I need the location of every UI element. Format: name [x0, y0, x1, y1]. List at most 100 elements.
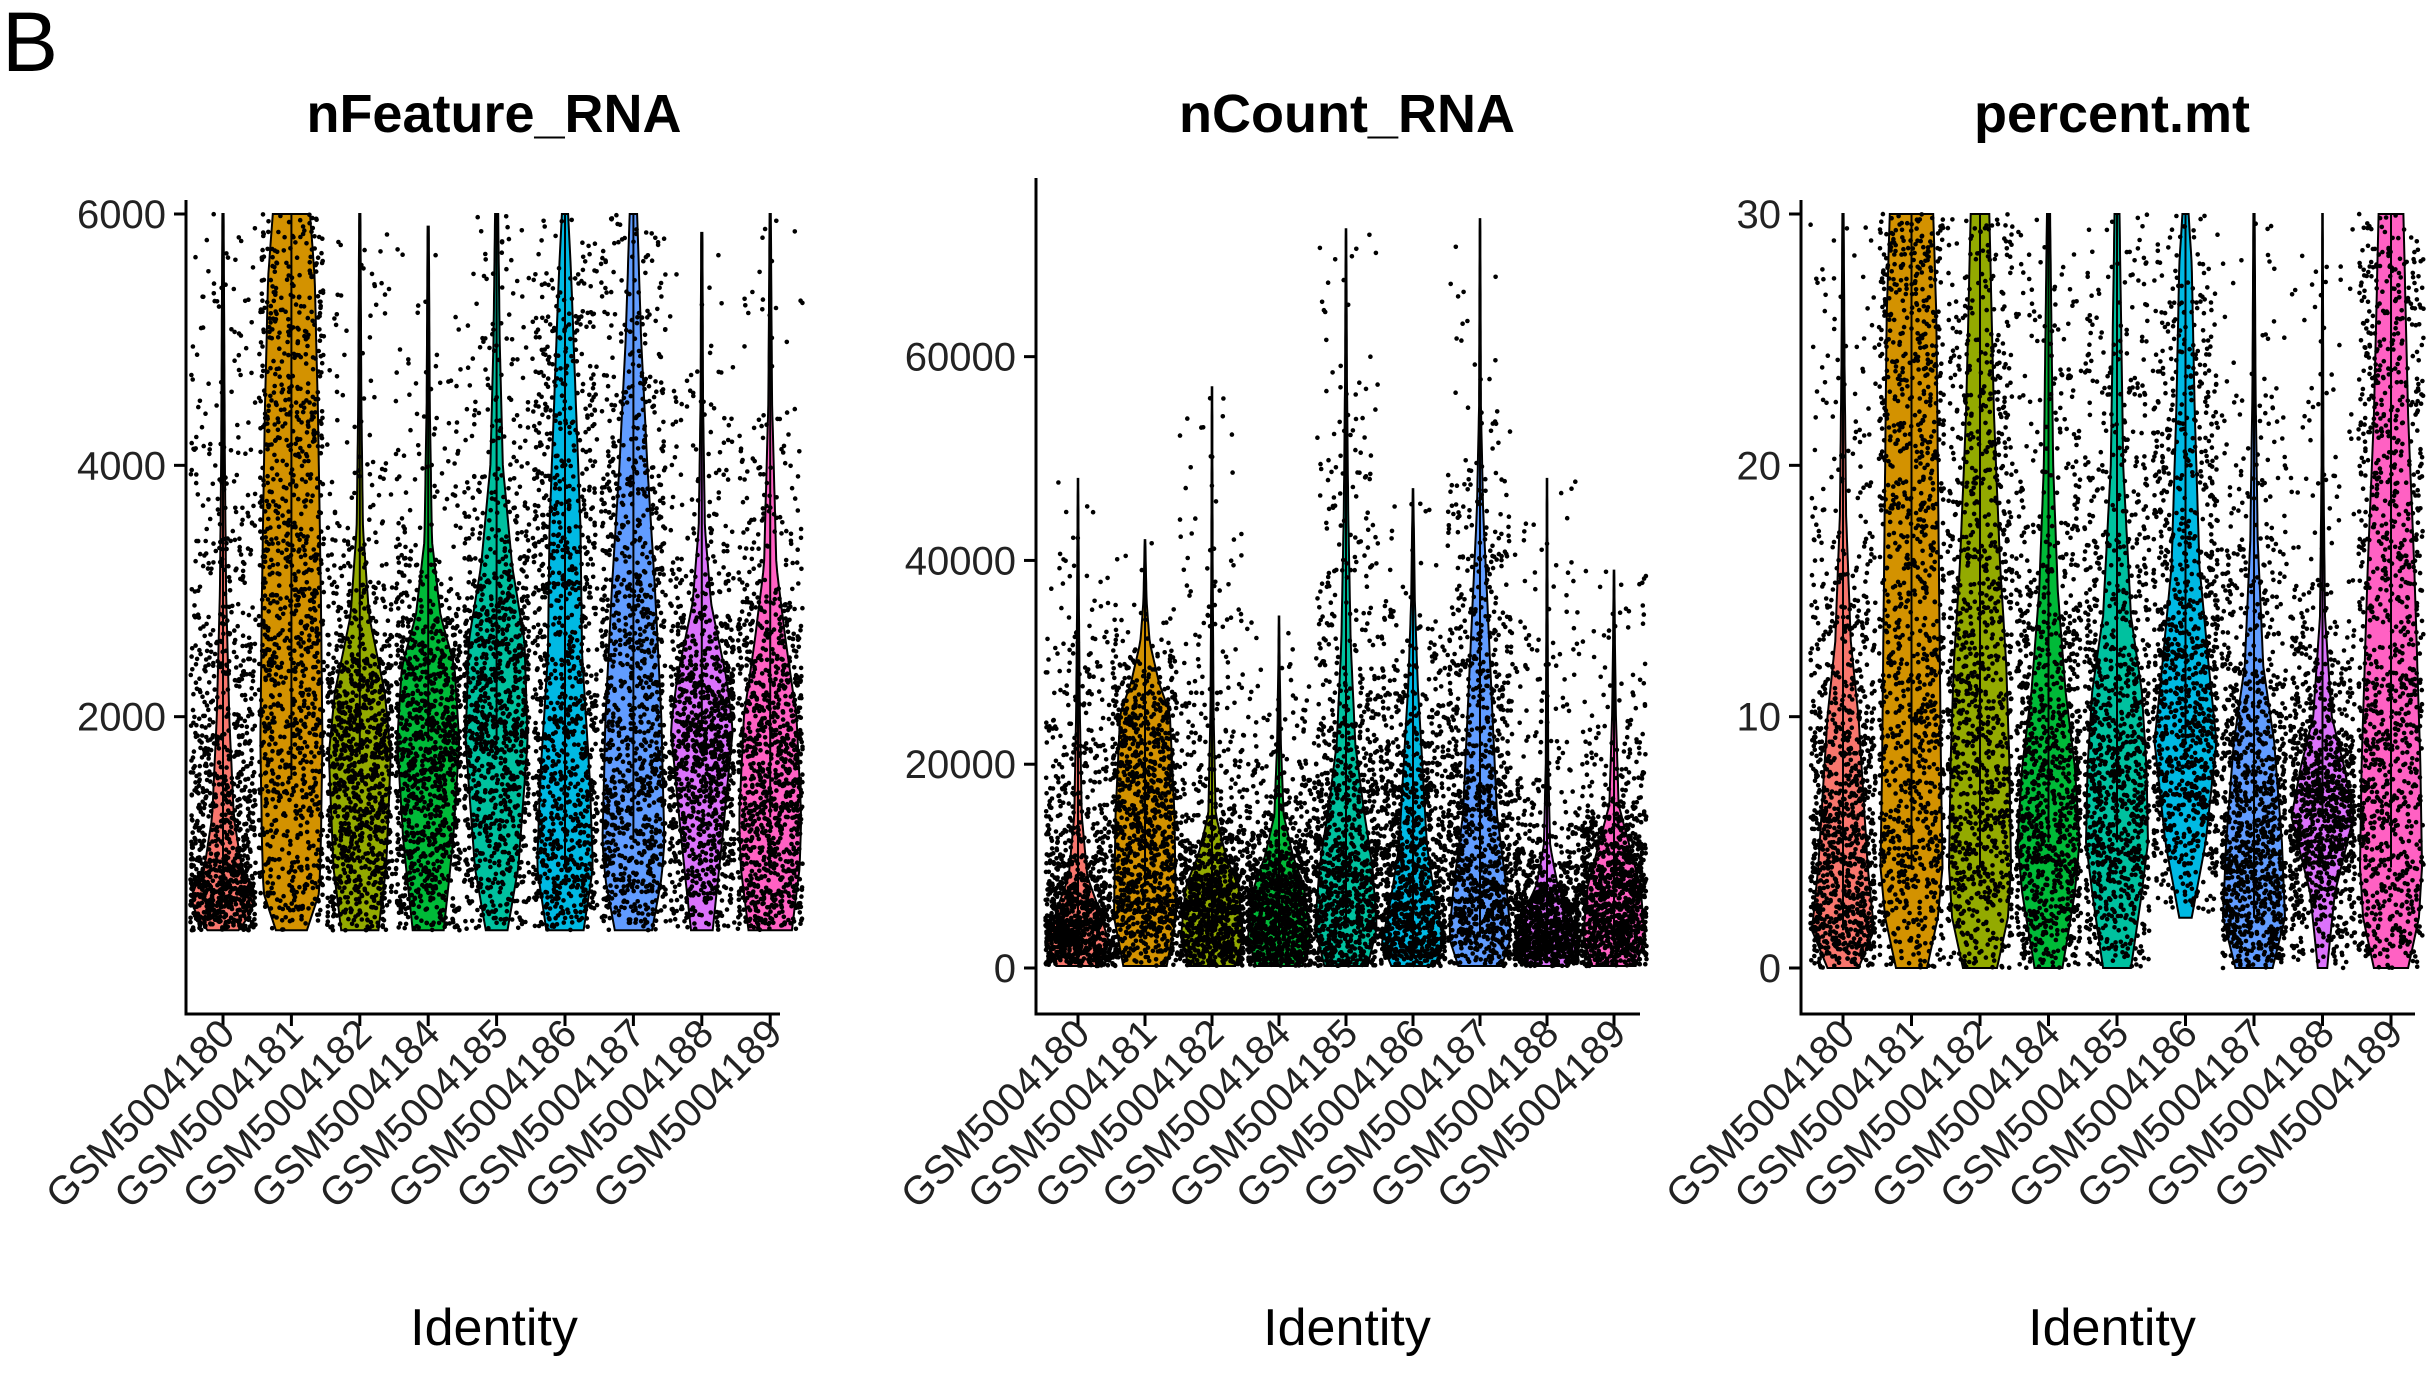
- data-point: [458, 703, 463, 708]
- data-point: [431, 623, 436, 628]
- data-point: [249, 886, 254, 891]
- data-point: [341, 780, 346, 785]
- data-point: [229, 916, 234, 921]
- data-point: [313, 410, 318, 415]
- data-point: [294, 484, 299, 489]
- data-point: [200, 425, 205, 430]
- data-point: [318, 858, 323, 863]
- data-point: [331, 656, 336, 661]
- data-point: [369, 815, 374, 820]
- data-point: [332, 316, 337, 321]
- data-point: [269, 637, 274, 642]
- data-point: [253, 617, 258, 622]
- data-point: [477, 481, 482, 486]
- data-point: [368, 313, 373, 318]
- data-point: [364, 900, 369, 905]
- data-point: [385, 724, 390, 729]
- data-point: [203, 763, 208, 768]
- data-point: [242, 581, 247, 586]
- data-point: [306, 381, 311, 386]
- data-point: [486, 407, 491, 412]
- data-point: [387, 899, 392, 904]
- data-point: [241, 633, 246, 638]
- data-point: [293, 525, 298, 530]
- data-point: [332, 782, 337, 787]
- data-point: [246, 297, 251, 302]
- data-point: [314, 589, 319, 594]
- data-point: [441, 721, 446, 726]
- data-point: [317, 535, 322, 540]
- data-point: [194, 916, 199, 921]
- data-point: [349, 910, 354, 915]
- data-point: [355, 885, 360, 890]
- data-point: [315, 885, 320, 890]
- data-point: [288, 842, 293, 847]
- data-point: [213, 463, 218, 468]
- data-point: [421, 753, 426, 758]
- data-point: [497, 859, 502, 864]
- data-point: [222, 904, 227, 909]
- data-point: [474, 656, 479, 661]
- data-point: [272, 299, 277, 304]
- data-point: [270, 926, 275, 931]
- data-point: [481, 605, 486, 610]
- data-point: [242, 669, 247, 674]
- data-point: [394, 755, 399, 760]
- data-point: [326, 553, 331, 558]
- data-point: [304, 337, 309, 342]
- data-point: [240, 724, 245, 729]
- data-point: [512, 599, 517, 604]
- data-point: [382, 749, 387, 754]
- data-point: [243, 719, 248, 724]
- data-point: [432, 432, 437, 437]
- data-point: [240, 788, 245, 793]
- data-point: [398, 747, 403, 752]
- data-point: [319, 354, 324, 359]
- data-point: [409, 618, 414, 623]
- data-point: [216, 507, 221, 512]
- data-point: [297, 547, 302, 552]
- data-point: [201, 564, 206, 569]
- data-point: [309, 616, 314, 621]
- data-point: [373, 284, 378, 289]
- data-point: [269, 828, 274, 833]
- data-point: [282, 485, 287, 490]
- data-point: [432, 495, 437, 500]
- data-point: [249, 696, 254, 701]
- data-point: [383, 632, 388, 637]
- data-point: [192, 836, 197, 841]
- data-point: [315, 485, 320, 490]
- data-point: [306, 840, 311, 845]
- data-point: [209, 762, 214, 767]
- data-point: [365, 924, 370, 929]
- data-point: [198, 652, 203, 657]
- data-point: [394, 399, 399, 404]
- data-point: [246, 657, 251, 662]
- data-point: [277, 905, 282, 910]
- data-point: [321, 774, 326, 779]
- data-point: [331, 727, 336, 732]
- data-point: [475, 632, 480, 637]
- data-point: [396, 649, 401, 654]
- data-point: [458, 850, 463, 855]
- data-point: [454, 825, 459, 830]
- data-point: [207, 680, 212, 685]
- data-point: [232, 479, 237, 484]
- data-point: [403, 545, 408, 550]
- data-point: [418, 574, 423, 579]
- data-point: [371, 503, 376, 508]
- data-point: [349, 756, 354, 761]
- data-point: [433, 754, 438, 759]
- data-point: [452, 461, 457, 466]
- data-point: [238, 803, 243, 808]
- data-point: [466, 608, 471, 613]
- data-point: [451, 672, 456, 677]
- data-point: [418, 746, 423, 751]
- data-point: [269, 537, 274, 542]
- data-point: [331, 865, 336, 870]
- data-point: [413, 896, 418, 901]
- data-point: [317, 604, 322, 609]
- data-point: [326, 910, 331, 915]
- data-point: [306, 459, 311, 464]
- data-point: [395, 597, 400, 602]
